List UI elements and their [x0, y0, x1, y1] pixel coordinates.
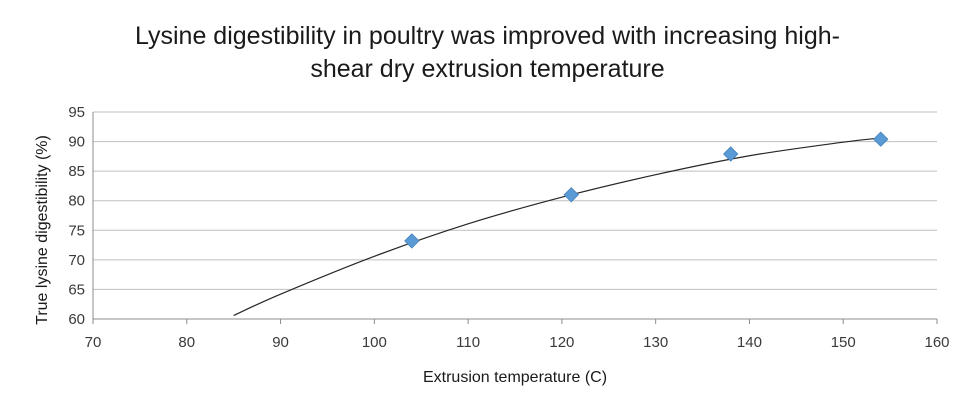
gridlines: [93, 111, 937, 290]
x-tick-label-130: 130: [643, 334, 668, 351]
axes: [92, 112, 938, 324]
trendline: [233, 137, 881, 316]
tick-labels: 60 65 70 75 80 85 90 95 70 80 90 100 110 120 130 140 150…: [68, 104, 949, 351]
x-tick-label-100: 100: [362, 334, 387, 351]
x-tick-label-110: 110: [456, 334, 480, 351]
x-axis-label: Extrusion temperature (C): [423, 369, 607, 386]
trendline-group: [233, 137, 881, 316]
y-tick-label-75: 75: [68, 222, 85, 239]
y-tick-label-90: 90: [68, 134, 85, 151]
y-tick-label-60: 60: [68, 311, 85, 328]
x-tick-label-80: 80: [178, 334, 195, 351]
y-tick-label-85: 85: [68, 163, 85, 180]
x-tick-label-140: 140: [737, 334, 762, 351]
y-axis-label: True lysine digestibility (%): [34, 135, 51, 325]
data-point-4: [873, 131, 889, 147]
data-point-1: [404, 233, 420, 249]
x-tick-label-70: 70: [85, 334, 102, 351]
data-point-2: [563, 187, 579, 203]
y-tick-label-80: 80: [68, 193, 85, 210]
x-tick-label-90: 90: [272, 334, 289, 351]
y-tick-label-65: 65: [68, 281, 85, 298]
chart-title-line-1: Lysine digestibility in poultry was impr…: [135, 22, 840, 50]
chart-title-line-2: shear dry extrusion temperature: [310, 55, 665, 83]
x-tick-label-150: 150: [831, 334, 856, 351]
x-tick-label-120: 120: [549, 334, 574, 351]
data-points: [404, 131, 889, 249]
data-point-3: [722, 146, 739, 162]
y-tick-label-95: 95: [68, 104, 85, 121]
x-tick-label-160: 160: [924, 334, 949, 351]
y-tick-label-70: 70: [68, 252, 85, 269]
